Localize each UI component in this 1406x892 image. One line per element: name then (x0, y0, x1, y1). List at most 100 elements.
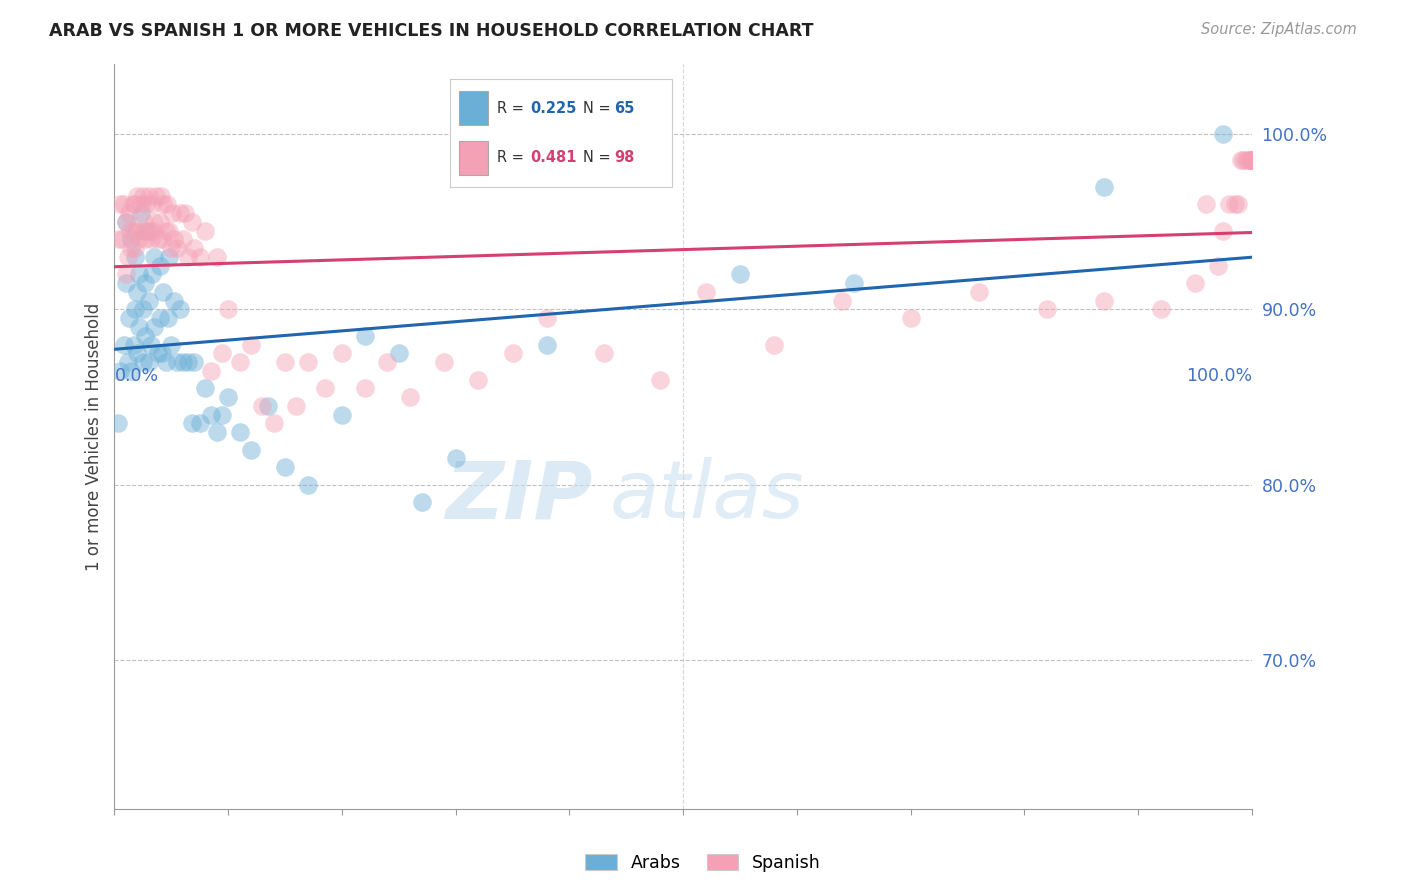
Point (200, 408, 222, 422)
Point (150, 188, 173, 202)
Point (149, 311, 172, 326)
Point (166, 355, 188, 369)
Point (297, 355, 319, 369)
Point (411, 495, 433, 509)
Point (900, 311, 922, 326)
Point (128, 232, 150, 246)
Point (132, 355, 155, 369)
Point (112, 197, 135, 211)
Point (162, 293, 184, 308)
Text: 0.0%: 0.0% (114, 368, 159, 385)
Point (274, 355, 297, 369)
Point (172, 232, 194, 246)
Point (114, 276, 136, 290)
Point (134, 276, 156, 290)
Point (132, 223, 155, 237)
Point (120, 223, 142, 237)
Point (107, 232, 129, 246)
Point (121, 232, 143, 246)
Point (152, 285, 174, 299)
Point (135, 197, 157, 211)
Point (155, 355, 177, 369)
Point (388, 346, 411, 360)
Point (129, 206, 152, 220)
Point (842, 276, 865, 290)
Point (1218, 197, 1240, 211)
Point (1240, 153, 1263, 168)
Point (536, 337, 558, 351)
Point (263, 417, 285, 431)
Point (377, 355, 399, 369)
Text: 100.0%: 100.0% (1185, 368, 1251, 385)
Point (1150, 302, 1173, 317)
Point (162, 206, 184, 220)
Point (228, 425, 250, 439)
Point (127, 285, 149, 299)
Point (129, 197, 152, 211)
Point (146, 346, 169, 360)
Point (217, 302, 239, 317)
Point (121, 197, 143, 211)
Text: Source: ZipAtlas.com: Source: ZipAtlas.com (1201, 22, 1357, 37)
Point (157, 250, 180, 264)
Point (1223, 197, 1246, 211)
Point (157, 223, 180, 237)
Point (160, 241, 183, 255)
Point (330, 346, 353, 360)
Point (1227, 197, 1250, 211)
Point (122, 223, 145, 237)
Point (108, 197, 131, 211)
Point (121, 364, 143, 378)
Point (502, 346, 524, 360)
Point (1232, 153, 1254, 168)
Point (444, 451, 467, 466)
Point (399, 390, 422, 404)
Point (145, 188, 167, 202)
Point (274, 460, 297, 475)
Point (695, 285, 717, 299)
Point (117, 250, 139, 264)
Point (831, 293, 853, 308)
Point (180, 417, 202, 431)
Point (169, 302, 191, 317)
Point (141, 197, 163, 211)
Point (183, 241, 205, 255)
Point (121, 241, 143, 255)
Point (1239, 153, 1261, 168)
Point (1240, 153, 1263, 168)
Point (128, 320, 150, 334)
Point (257, 399, 280, 413)
Point (1240, 153, 1263, 168)
Point (967, 285, 990, 299)
Point (114, 215, 136, 229)
Point (314, 381, 336, 395)
Point (1036, 302, 1059, 317)
Point (205, 425, 228, 439)
Point (180, 215, 202, 229)
Point (141, 268, 163, 282)
Point (150, 346, 173, 360)
Point (177, 355, 200, 369)
Point (124, 302, 146, 317)
Point (114, 215, 136, 229)
Point (285, 399, 308, 413)
Point (138, 223, 160, 237)
Point (239, 442, 262, 457)
Point (169, 206, 191, 220)
Point (149, 259, 172, 273)
Point (183, 355, 205, 369)
Point (138, 188, 160, 202)
Point (111, 232, 134, 246)
Point (1229, 153, 1251, 168)
Point (728, 268, 751, 282)
Point (162, 232, 184, 246)
Point (155, 223, 177, 237)
Point (330, 408, 353, 422)
Point (200, 364, 222, 378)
Point (188, 417, 211, 431)
Point (1240, 153, 1263, 168)
Point (134, 328, 156, 343)
Point (146, 232, 169, 246)
Point (177, 250, 200, 264)
Point (117, 355, 139, 369)
